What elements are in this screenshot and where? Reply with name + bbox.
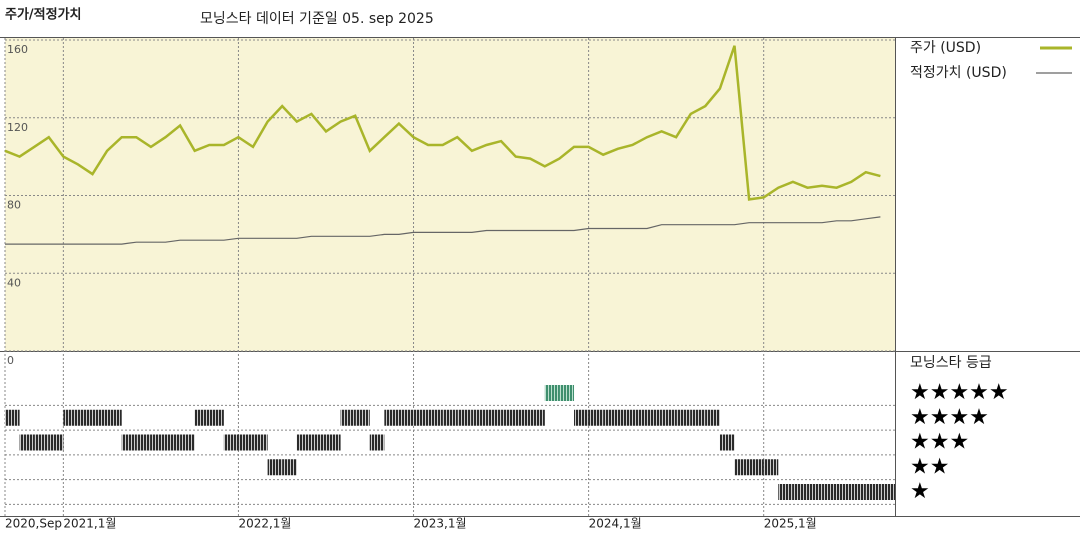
rating-bar	[194, 409, 210, 426]
rating-bar	[121, 434, 137, 451]
rating-bar	[5, 409, 20, 426]
rating-bar	[267, 459, 283, 476]
rating-bar	[676, 409, 691, 426]
rating-label: ★★★★★	[910, 380, 1009, 405]
rating-bar	[646, 409, 662, 426]
rating-bar	[792, 484, 808, 500]
rating-bar	[180, 434, 195, 451]
rating-bar	[574, 409, 589, 426]
series-line	[4, 45, 881, 201]
rating-bar	[719, 434, 735, 451]
rating-bar	[661, 409, 677, 426]
rating-bar	[296, 434, 312, 451]
rating-bar	[150, 434, 166, 451]
rating-title: 모닝스타 등급	[910, 355, 992, 371]
rating-bar	[749, 459, 764, 476]
rating-bar	[107, 409, 122, 426]
rating-bar	[369, 434, 385, 451]
rating-bar	[544, 385, 560, 401]
rating-bar	[457, 409, 472, 426]
x-tick-label: 2020,Sep	[5, 517, 62, 531]
rating-bar	[282, 459, 297, 476]
y-tick-label: 160	[7, 43, 28, 56]
rating-bar	[778, 484, 793, 500]
legend-label: 주가 (USD)	[910, 40, 981, 56]
rating-bar	[836, 484, 852, 500]
rating-bar	[690, 409, 706, 426]
rating-bar	[209, 409, 224, 426]
rating-bar	[705, 409, 720, 426]
rating-bar	[603, 409, 618, 426]
rating-bar	[223, 434, 239, 451]
rating-bar	[851, 484, 866, 500]
rating-bar	[34, 434, 49, 451]
rating-bar	[63, 409, 78, 426]
rating-bar	[632, 409, 647, 426]
rating-bar	[734, 459, 750, 476]
x-tick-label: 2021,1월	[63, 517, 116, 531]
rating-bar	[19, 434, 35, 451]
rating-bar	[253, 434, 268, 451]
rating-bar	[486, 409, 502, 426]
rating-bar	[617, 409, 633, 426]
chart-title: 주가/적정가치	[5, 7, 82, 23]
x-tick-label: 2023,1월	[414, 517, 467, 531]
x-tick-label: 2024,1월	[589, 517, 642, 531]
x-tick-label: 2025,1월	[764, 517, 817, 531]
plot-background	[5, 38, 895, 351]
rating-bar	[325, 434, 341, 451]
rating-bar	[865, 484, 881, 500]
rating-bar	[48, 434, 64, 451]
rating-bar	[136, 434, 151, 451]
rating-bar	[530, 409, 545, 426]
chart-subtitle: 모닝스타 데이터 기준일 05. sep 2025	[200, 11, 434, 27]
rating-bar	[413, 409, 429, 426]
rating-bar	[398, 409, 414, 426]
rating-bar	[763, 459, 779, 476]
rating-bar	[355, 409, 370, 426]
rating-bar	[822, 484, 837, 500]
y-tick-label: 80	[7, 199, 21, 212]
rating-bar	[384, 409, 399, 426]
rating-bar	[442, 409, 458, 426]
rating-bar	[501, 409, 516, 426]
rating-bar	[311, 434, 326, 451]
x-tick-label: 2022,1월	[238, 517, 291, 531]
rating-bar	[515, 409, 531, 426]
rating-bar	[588, 409, 604, 426]
rating-label: ★★★	[910, 430, 969, 455]
rating-bar	[92, 409, 108, 426]
y-tick-label: 120	[7, 121, 28, 134]
series-line	[5, 216, 881, 245]
y-tick-label: 40	[7, 276, 21, 289]
rating-bar	[807, 484, 823, 500]
rating-bar	[165, 434, 181, 451]
rating-bar	[238, 434, 254, 451]
rating-bar	[471, 409, 487, 426]
rating-bar	[559, 385, 575, 401]
rating-bar	[880, 484, 895, 500]
rating-bar	[340, 409, 356, 426]
legend-label: 적정가치 (USD)	[910, 65, 1007, 81]
rating-label: ★★★★	[910, 405, 989, 430]
rating-label: ★	[910, 479, 930, 504]
rating-label: ★★	[910, 454, 949, 479]
rating-bar	[428, 409, 443, 426]
rating-bar	[77, 409, 93, 426]
y-tick-label: 0	[7, 354, 14, 367]
